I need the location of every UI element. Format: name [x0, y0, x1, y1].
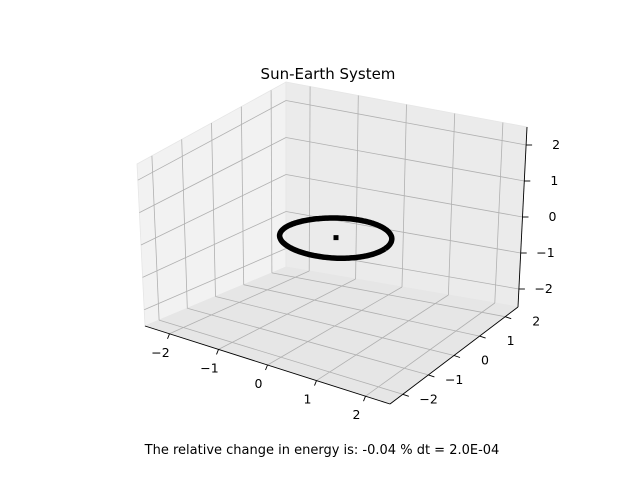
y-tick: [505, 316, 512, 320]
y-tick-label: −1: [445, 372, 463, 387]
z-tick-label: −1: [536, 245, 554, 260]
grid-line-right-z: [285, 174, 523, 218]
orbit-layer: [276, 215, 395, 261]
x-tick: [167, 333, 170, 339]
x-tick: [314, 380, 317, 386]
y-tick: [479, 335, 486, 339]
grid-line-left-z: [137, 100, 287, 181]
grid-line-right-z: [285, 137, 525, 182]
grid-line-floor-x: [365, 302, 496, 397]
y-tick: [402, 393, 409, 397]
y-tick-label: 1: [507, 333, 515, 348]
grid-line-floor-y: [271, 272, 506, 318]
grid-line-right-x: [494, 122, 504, 304]
y-tick-labels: −2 −1 0 1 2: [419, 314, 540, 407]
grid-line-left-z: [140, 174, 287, 246]
grid-line-floor-y: [215, 296, 455, 356]
grid-line-left-y: [270, 90, 273, 273]
x-tick-label: 0: [255, 376, 263, 391]
sun-point: [333, 235, 339, 241]
x-tick-label: −1: [200, 360, 218, 375]
grid-line-left-z: [139, 137, 287, 213]
grid-line-right-x: [448, 113, 456, 296]
x-tick: [363, 396, 366, 402]
y-tick: [453, 355, 461, 358]
x-tick-labels: −2 −1 0 1 2: [151, 345, 360, 422]
y-tick: [428, 374, 435, 378]
energy-caption: The relative change in energy is: -0.04 …: [144, 443, 500, 458]
chart-title: Sun-Earth System: [261, 65, 396, 83]
z-tick-label: 0: [549, 209, 557, 224]
grid-line-right-z: [285, 100, 527, 146]
x-tick: [265, 364, 268, 371]
x-tick-label: 1: [304, 392, 312, 407]
z-tick-label: 1: [550, 173, 558, 188]
z-tick-label: −2: [534, 281, 552, 296]
axis-ticks: [167, 144, 533, 402]
y-tick-label: 2: [532, 314, 540, 329]
y-tick-label: −2: [419, 391, 437, 406]
grid-line-left-y: [240, 106, 245, 285]
z-tick-label: 2: [552, 137, 560, 152]
x-tick-label: 2: [353, 407, 361, 422]
z-tick-labels: −2 −1 0 1 2: [534, 137, 560, 296]
y-tick-label: 0: [481, 353, 489, 368]
grid-line-floor-y: [243, 284, 480, 337]
grid-line-floor-x: [316, 294, 449, 381]
x-tick-label: −2: [151, 345, 169, 360]
earth-orbit-series: [276, 215, 395, 261]
x-tick: [216, 349, 219, 355]
